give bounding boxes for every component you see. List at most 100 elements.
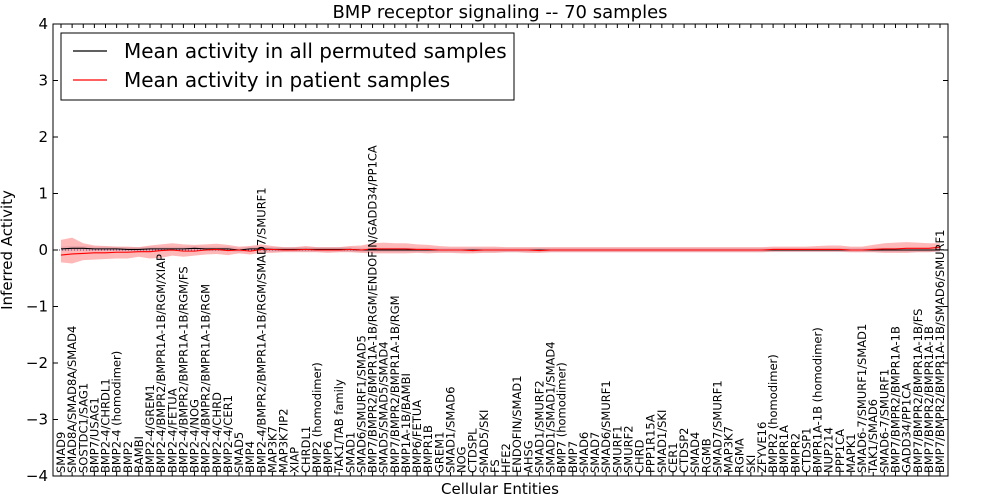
x-tick-label: MAP3K7IP2 [277,408,291,473]
x-tick-label: BMP7/BMPR2/BMPR1A-1B [888,326,902,473]
x-tick-label: MAP3K7 [265,426,279,473]
x-tick-label: XIAP [288,447,302,473]
x-tick-label: MAP3K7 [722,426,736,473]
x-tick-label: BMP7/BMPR2/BMPR1A-1B/RGM/ENDOFIN/GADD34/… [366,145,380,473]
x-tick-label: BMP2-4/NOG [188,399,202,473]
permuted-band [61,246,940,253]
y-tick-label: 2 [38,128,48,146]
x-tick-label: SMAD5 [232,432,246,473]
y-tick-label: −3 [26,411,48,429]
x-tick-label: SMAD1/SMAD1/SMAD4 [544,341,558,473]
x-tick-label: BMP7/USAG1 [87,397,101,473]
x-tick-label: BMPR2 (homodimer) [766,354,780,473]
x-tick-label: CTDSPL [466,428,480,473]
x-tick-label: BMP7/BMPR2/BMPR1A-1B [922,326,936,473]
x-tick-label: BMP2-4/BMPR2/BMPR1A-1B/RGM/XIAP [154,254,168,473]
x-tick-label: NOG [455,446,469,473]
x-tick-label: BMP2-4/BMPR2/BMPR1A-1B/RGM/SMAD7/SMURF1 [254,187,268,473]
x-tick-label: GADD34/PP1CA [900,383,914,473]
x-tick-label: SOSTDC1/SAG1 [76,383,90,473]
series-lines [53,246,948,256]
legend-label-permuted: Mean activity in all permuted samples [124,39,507,63]
x-tick-label: SMAD7/SMURF1 [710,380,724,473]
x-tick-label: TAK1/SMAD6 [866,399,880,474]
x-tick-label: BMPR1A-1B (homodimer) [811,327,825,473]
x-tick-label: TAK1/TAB family [332,379,346,474]
y-tick-label: 3 [38,72,48,90]
confidence-bands [61,237,940,264]
x-tick-label: CTDSP1 [799,428,813,473]
y-axis: −4 −3 −2 −1 0 1 2 3 4 [26,15,948,485]
x-tick-label: BMPR2 [788,433,802,473]
legend: Mean activity in all permuted samples Me… [60,32,515,101]
x-tick-label: SMAD4 [688,432,702,473]
x-tick-label: SMAD1/SMURF2 [532,380,546,473]
patient-band [61,237,940,264]
x-tick-label: BMP2-4/GREM1 [143,384,157,473]
x-tick-label: BMP1A-1B/BAMBI [399,373,413,473]
x-tick-label: SKI [744,455,758,473]
x-tick-label: CHRDL1 [299,426,313,473]
x-tick-label: BMP2-4/CHRDL1 [99,378,113,473]
x-tick-label: SMAD5/SKI [477,410,491,473]
y-tick-label: 4 [38,15,48,33]
x-axis: SMAD9SMAD8A/SMAD8A/SMAD4SOSTDC1/SAG1BMP7… [54,24,947,476]
x-tick-label: BMP7/BMPR2/BMPR1A-1B/FS [911,309,925,473]
x-tick-label: BMP6 [321,441,335,473]
chart-title: BMP receptor signaling -- 70 samples [332,2,667,23]
x-tick-label: FS [488,459,502,473]
x-tick-label: BMP7 [566,441,580,473]
x-tick-label: BMP7/BMPR2/BMPR1A-1B/SMAD6/SMURF1 [933,230,947,473]
x-tick-label: GREM1 [432,432,446,473]
x-tick-label: BMP4 [243,441,257,473]
x-tick-label: BMP6/FETUA [410,400,424,473]
y-tick-label: 0 [38,241,48,259]
x-tick-label: PPP1R15A [644,414,658,473]
legend-label-patient: Mean activity in patient samples [124,68,450,92]
x-tick-label: BMP2-4 (homodimer) [110,351,124,473]
x-tick-label: SMAD5/SMAD5/SMAD4 [377,341,391,473]
x-tick-label: BMPR1A [777,425,791,473]
x-tick-label: BMP2-4/CER1 [221,395,235,473]
x-tick-label: NUP214 [822,427,836,473]
x-tick-label: CER1 [666,442,680,473]
x-tick-label: HFE2 [499,443,513,473]
series-line-patient [60,246,941,256]
x-tick-label: RGMB [699,438,713,473]
x-tick-label: SMAD6/SMURF1/SMAD5 [354,335,368,473]
x-tick-label: BMP7/BMPR2/BMPR1A-1B/RGM [388,295,402,473]
x-tick-label: AHSG [521,440,535,473]
x-tick-label: BMP2 [121,441,135,473]
x-axis-title: Cellular Entities [441,480,559,498]
x-tick-label: SMAD8A/SMAD8A/SMAD4 [65,326,79,473]
x-tick-label: MAPK1 [844,433,858,473]
x-tick-label: BMP7 (homodimer) [555,362,569,473]
x-tick-label: ENDOFIN/SMAD1 [510,375,524,473]
legend-box [60,32,515,101]
x-tick-label: SMAD1 [343,432,357,473]
x-tick-label: PPP1CA [833,429,847,473]
y-tick-label: −4 [26,467,48,485]
y-axis-title: Inferred Activity [0,190,16,310]
x-tick-label: CHRD [633,439,647,473]
x-tick-label: ZFYVE16 [755,422,769,473]
y-tick-label: 1 [38,185,48,203]
x-tick-label: SMAD6/SMURF1 [599,380,613,473]
x-tick-label: SMAD6-7/SMURF1/SMAD1 [855,324,869,473]
y-tick-label: −1 [26,298,48,316]
x-tick-label: BMP2-4/CHRD [210,392,224,473]
x-tick-label: SMAD9 [54,432,68,473]
x-tick-label: BAMBI [132,436,146,473]
x-tick-label: BMP2-4/BMPR2/BMPR1A-1B/RGM/FS [176,266,190,473]
x-tick-label: SMAD6 [577,432,591,473]
x-tick-label: BMPR1B [421,425,435,473]
x-tick-label: SMURF2 [621,425,635,473]
x-tick-label: SMAD7 [588,432,602,473]
x-tick-label: BMP2-4/FETUA [165,388,179,473]
x-tick-label: SMAD1/SMAD6 [443,387,457,473]
x-tick-label: CTDSP2 [677,428,691,473]
x-tick-label: BMP2-4/BMPR2/BMPR1A-1B/RGM [199,284,213,473]
x-tick-label: SMURF1 [610,425,624,473]
